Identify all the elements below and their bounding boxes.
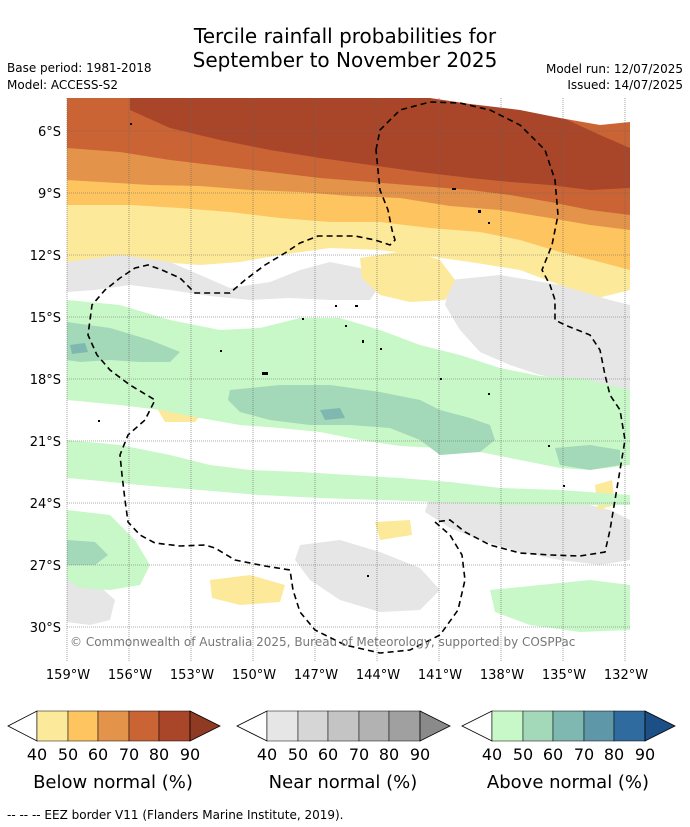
lat-label: 30°S: [30, 621, 61, 636]
lat-label: 18°S: [30, 373, 61, 388]
near-normal-patch: [425, 488, 630, 565]
below-normal-80-band: [130, 98, 630, 190]
legend-swatch: [388, 710, 421, 742]
legend-tick: 60: [543, 745, 563, 764]
below-normal-patch: [210, 575, 285, 605]
base-period: Base period: 1981-2018: [7, 61, 152, 75]
lon-label: 156°W: [108, 668, 152, 683]
legend-tick: 90: [180, 745, 200, 764]
legend-swatch: [158, 710, 191, 742]
legend-tick: 40: [482, 745, 502, 764]
model-name: Model: ACCESS-S2: [7, 78, 119, 92]
lon-label: 147°W: [294, 668, 338, 683]
lon-label: 132°W: [604, 668, 648, 683]
above-normal-50-band: [67, 540, 108, 565]
issued-date: Issued: 14/07/2025: [567, 78, 683, 92]
lat-label: 6°S: [38, 125, 61, 140]
lon-label: 159°W: [46, 668, 90, 683]
legend-tick: 50: [288, 745, 308, 764]
legend-swatch: [552, 710, 585, 742]
legend-swatch: [522, 710, 554, 742]
lon-label: 141°W: [418, 668, 462, 683]
above-normal-60-band: [70, 343, 88, 354]
legend-swatch: [128, 710, 160, 742]
legend-swatch: [358, 710, 390, 742]
legend-title: Below normal (%): [33, 772, 193, 793]
legend-swatch: [491, 710, 524, 742]
lat-label: 21°S: [30, 435, 61, 450]
above-normal-40-band: [67, 440, 630, 505]
legend-above-normal: 40 50 60 70 80 90 Above normal (%): [461, 710, 676, 793]
legend-swatch: [297, 710, 329, 742]
legend-tick: 60: [88, 745, 108, 764]
legend-swatch: [644, 710, 676, 742]
legend-tick: 40: [257, 745, 277, 764]
lat-label: 27°S: [30, 559, 61, 574]
legend-swatch: [36, 710, 69, 742]
legend-swatch: [189, 710, 221, 742]
eez-border: [87, 101, 626, 654]
lon-label: 153°W: [170, 668, 214, 683]
above-normal-60-band: [320, 408, 345, 420]
map-title-line1: Tercile rainfall probabilities for: [193, 24, 497, 48]
legend-below-normal: 40 50 60 70 80 90 Below normal (%): [7, 710, 221, 793]
lat-label: 24°S: [30, 497, 61, 512]
probability-field: [67, 98, 630, 661]
legend-tick: 80: [604, 745, 624, 764]
below-normal-patch: [375, 520, 412, 540]
legend-swatch: [236, 710, 268, 742]
lon-label: 135°W: [542, 668, 586, 683]
legend-title: Near normal (%): [269, 772, 418, 793]
legend-tick: 70: [119, 745, 139, 764]
legend-tick: 70: [574, 745, 594, 764]
legend-tick: 60: [318, 745, 338, 764]
legend-tick: 70: [349, 745, 369, 764]
legend-near-normal: 40 50 60 70 80 90 Near normal (%): [236, 710, 451, 793]
lat-label: 15°S: [30, 311, 61, 326]
above-normal-50-band: [228, 385, 495, 455]
lat-label: 12°S: [30, 249, 61, 264]
lon-label: 138°W: [480, 668, 524, 683]
legend-tick: 80: [379, 745, 399, 764]
legend-swatch: [613, 710, 646, 742]
below-normal-patch: [360, 250, 455, 302]
legend-swatch: [67, 710, 99, 742]
near-normal-patch: [445, 275, 630, 395]
lon-label: 150°W: [232, 668, 276, 683]
eez-footnote: -- -- -- EEZ border V11 (Flanders Marine…: [7, 808, 344, 822]
above-normal-40-band: [490, 580, 630, 632]
legend-tick: 50: [58, 745, 78, 764]
legend-tick: 90: [635, 745, 655, 764]
legend-tick: 50: [513, 745, 533, 764]
legend-swatch: [583, 710, 615, 742]
legend-swatch: [327, 710, 360, 742]
model-run: Model run: 12/07/2025: [545, 62, 683, 76]
legend-tick: 90: [410, 745, 430, 764]
lat-label: 9°S: [38, 187, 61, 202]
legend-title: Above normal (%): [487, 772, 649, 793]
legend-swatch: [419, 710, 451, 742]
above-normal-50-band: [555, 445, 620, 470]
white-strip-north: [430, 98, 630, 125]
map-figure: 6°S 9°S 12°S 15°S 18°S 21°S 24°S 27°S 30…: [7, 98, 676, 793]
legend-tick: 40: [27, 745, 47, 764]
legend-swatch: [266, 710, 299, 742]
copyright-notice: © Commonwealth of Australia 2025, Bureau…: [70, 635, 575, 649]
legend-swatch: [97, 710, 130, 742]
near-normal-patch: [67, 580, 115, 625]
lon-label: 144°W: [356, 668, 400, 683]
legend-swatch: [7, 710, 38, 742]
legend-tick: 80: [149, 745, 169, 764]
map-title-line2: September to November 2025: [192, 48, 498, 72]
legend-swatch: [461, 710, 493, 742]
